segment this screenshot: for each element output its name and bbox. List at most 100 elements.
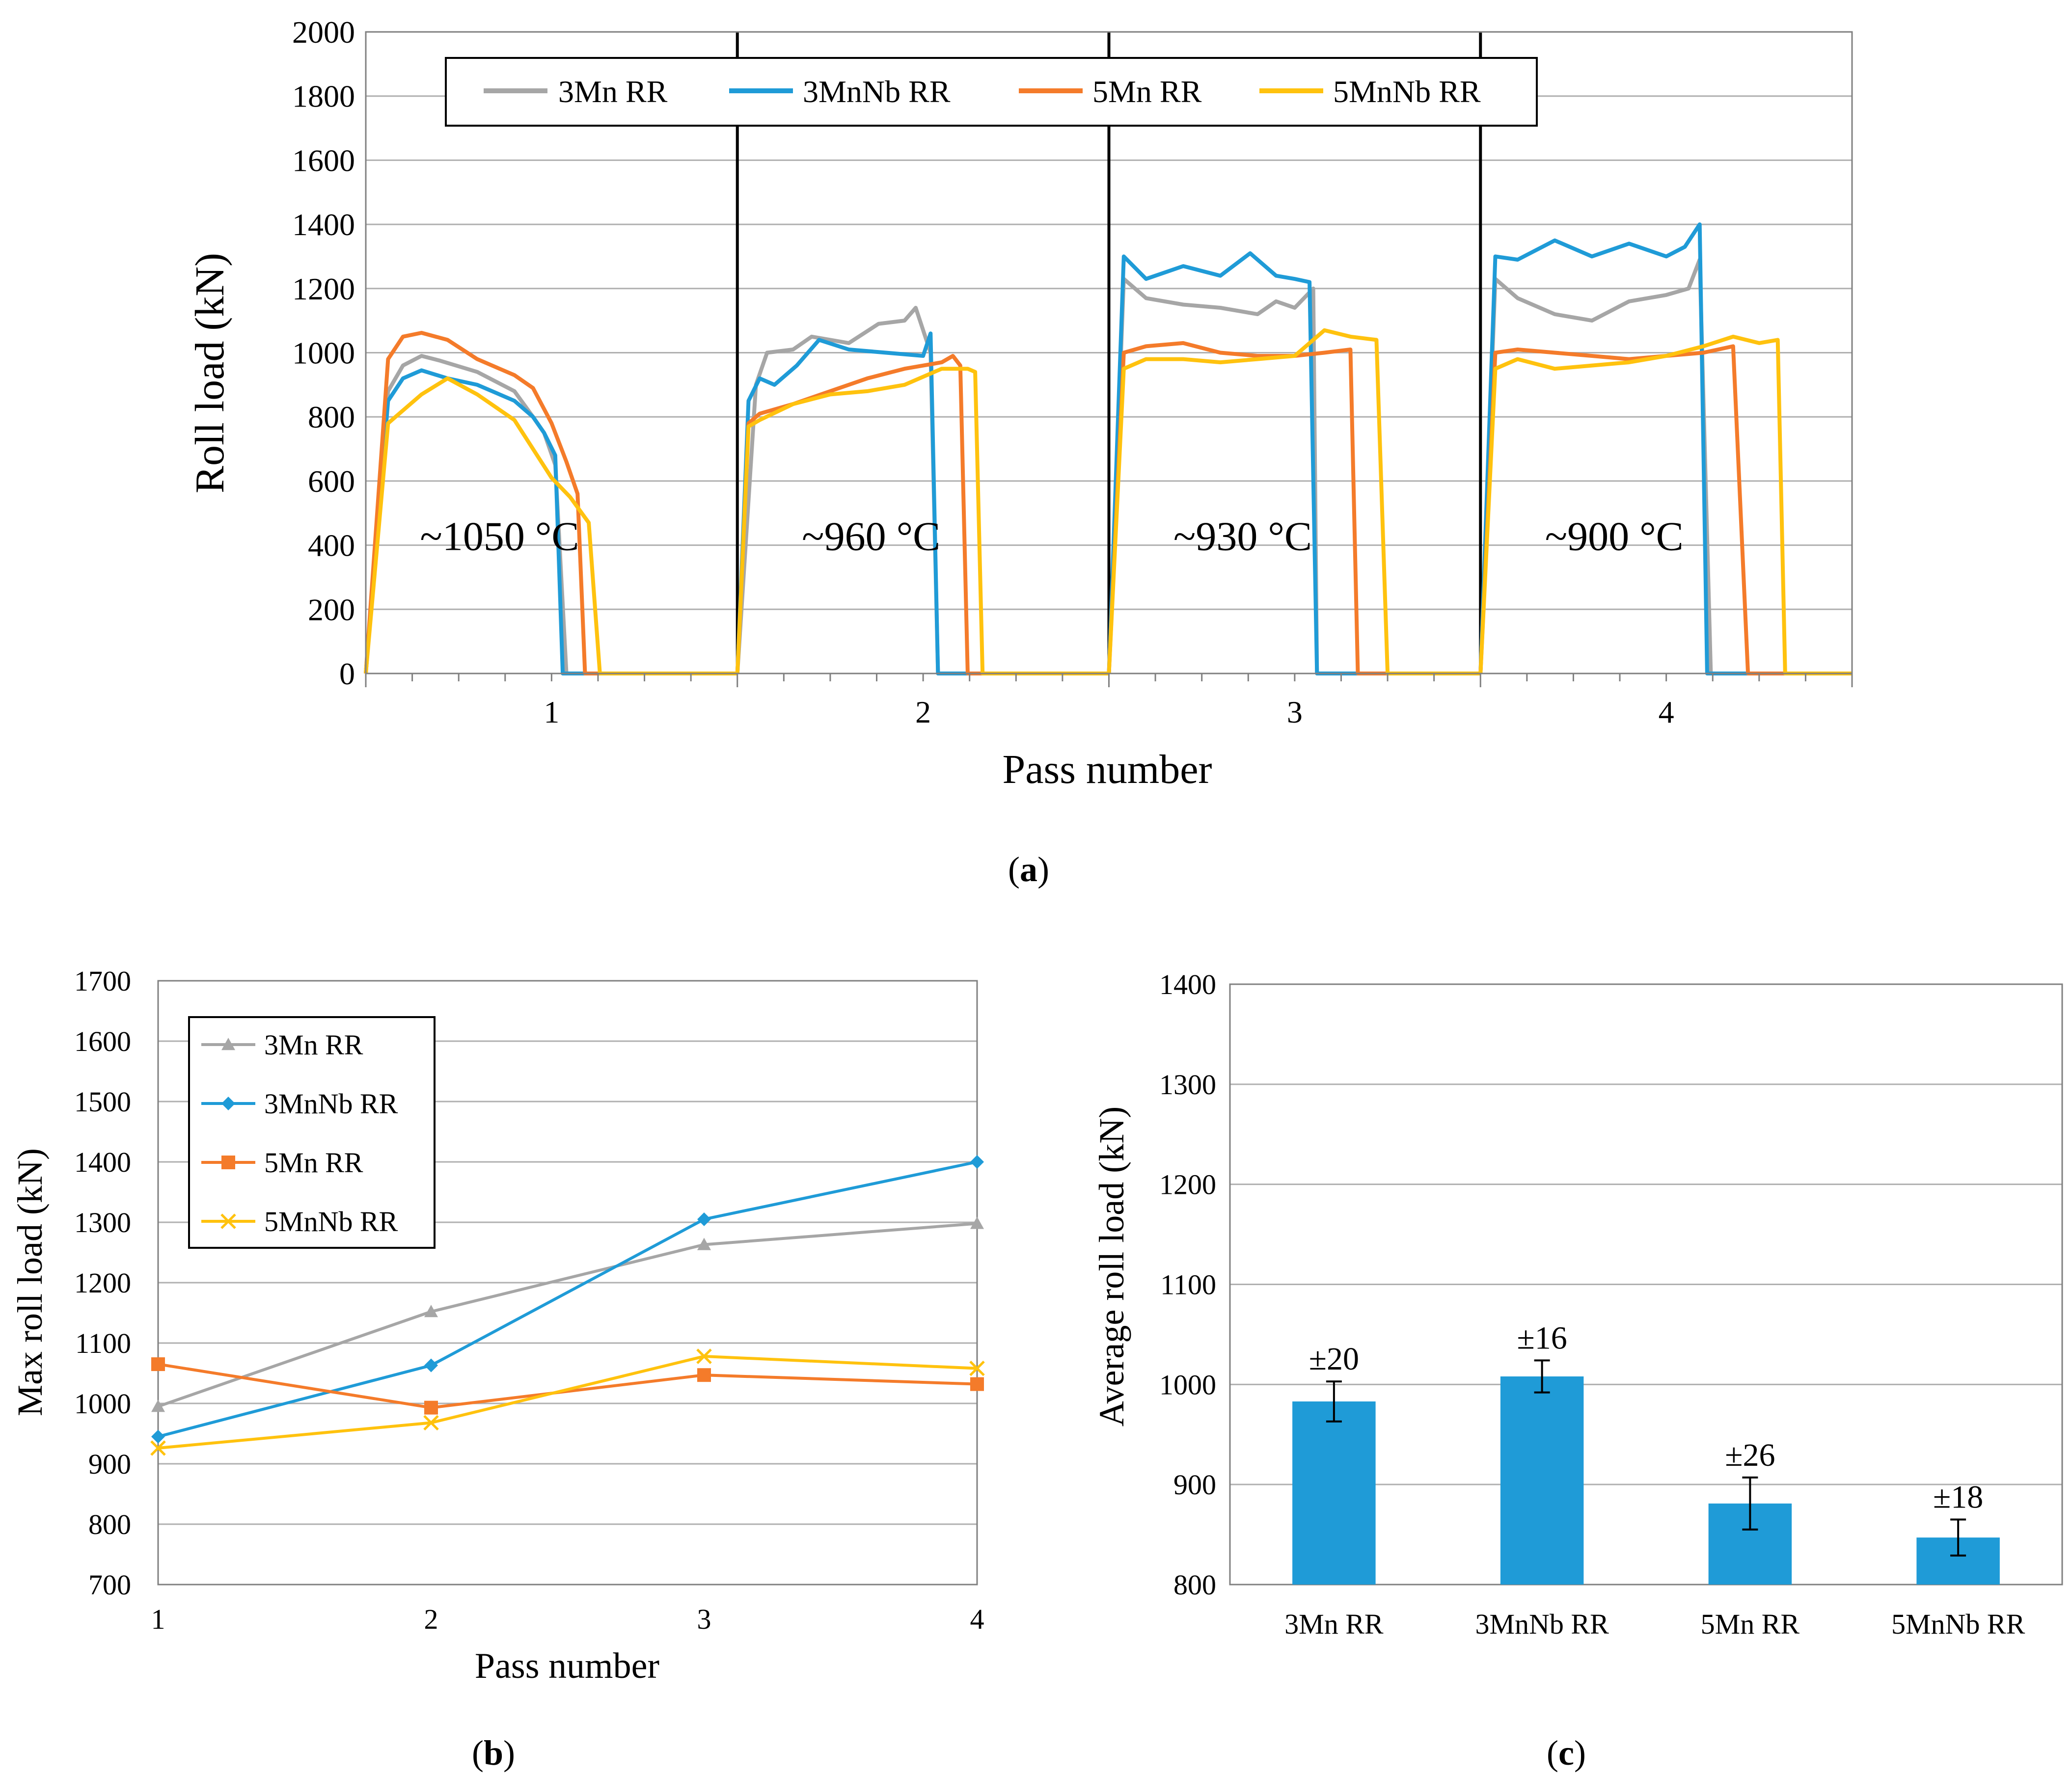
series-3mnnb-rr-point-4 — [970, 1155, 984, 1169]
legend-label-5mnnb-rr: 5MnNb RR — [1333, 74, 1481, 109]
series-5mn-rr-pass-2-line — [735, 354, 1109, 675]
panel-a-x-axis-label: Pass number — [1003, 747, 1212, 792]
series-5mn-rr-point-1 — [151, 1357, 165, 1372]
panel-b-legend-box — [188, 1016, 436, 1249]
panel-b-max-roll-load-chart: 700 800 900 1000 1100 1200 1300 1400 1500 1600 170… — [10, 965, 985, 1773]
legend-label-3mnnb-rr: 3MnNb RR — [264, 1088, 398, 1120]
series-5mnnb-rr — [364, 328, 1852, 675]
series-5mnnb-rr-point-1 — [150, 1440, 166, 1456]
y-tick-label-900: 900 — [88, 1448, 131, 1480]
panel-b-legend: 3Mn RR 3MnNb RR 5Mn RR 5MnNb RR — [188, 1016, 436, 1249]
series-5mnnb-rr-point-2 — [423, 1415, 439, 1431]
y-tick-label-1700: 1700 — [74, 965, 131, 997]
y-tick-label-900: 900 — [1173, 1469, 1216, 1501]
error-bar-3mn-rr — [1326, 1380, 1342, 1423]
bar-group-5mn-rr: ±26 — [1708, 1437, 1792, 1585]
y-tick-label-2000: 2000 — [292, 15, 355, 50]
legend-label-5mn-rr: 5Mn RR — [264, 1147, 363, 1179]
series-5mn-rr-point-2 — [424, 1400, 438, 1415]
panel-b-caption: (b) — [472, 1733, 515, 1773]
series-5mnnb-rr-pass-1-line — [364, 376, 737, 675]
y-tick-label-800: 800 — [308, 400, 355, 434]
panel-a-x-tick-labels: 1 2 3 4 — [544, 695, 1674, 729]
y-tick-label-700: 700 — [88, 1569, 131, 1601]
series-5mn-rr-pass-4-line — [1478, 344, 1852, 675]
legend-label-3mnnb-rr: 3MnNb RR — [803, 74, 951, 109]
series-3mnnb-rr-pass-1-line — [364, 368, 737, 675]
y-tick-label-1200: 1200 — [1159, 1169, 1216, 1201]
bar-group-3mnnb-rr: ±16 — [1500, 1320, 1584, 1585]
legend-label-5mnnb-rr: 5MnNb RR — [264, 1206, 398, 1238]
x-tick-label-5mn-rr: 5Mn RR — [1701, 1608, 1800, 1640]
panel-c-plot-frame — [1229, 983, 2063, 1586]
legend-marker-3mn-rr — [221, 1038, 235, 1050]
panel-a-legend: 3Mn RR 3MnNb RR 5Mn RR 5MnNb RR — [445, 57, 1538, 127]
y-tick-label-1200: 1200 — [292, 271, 355, 306]
series-5mnnb-rr-pass-2-line — [735, 367, 1109, 675]
temperature-annotation-pass-4: ~900 °C — [1545, 514, 1684, 560]
series-5mnnb-rr-line — [158, 1355, 978, 1450]
y-tick-label-1600: 1600 — [74, 1025, 131, 1057]
legend-label-3mn-rr: 3Mn RR — [264, 1029, 363, 1061]
bar-group-3mn-rr: ±20 — [1292, 1341, 1376, 1585]
series-5mnnb-rr-pass-4-line — [1478, 334, 1852, 675]
series-3mn-rr-pass-2-line — [735, 306, 1109, 675]
series-3mnnb-rr-pass-3-line — [1107, 251, 1481, 675]
y-tick-label-1200: 1200 — [74, 1267, 131, 1299]
y-tick-label-1000: 1000 — [292, 336, 355, 371]
legend-marker-5mn-rr — [221, 1156, 235, 1169]
error-bar-5mn-rr — [1742, 1476, 1758, 1531]
panel-c-y-tick-labels: 800 900 1000 1100 1200 1300 1400 — [1159, 969, 1216, 1601]
x-tick-label-3: 3 — [697, 1603, 711, 1635]
panel-b-y-tick-labels: 700 800 900 1000 1100 1200 1300 1400 1500 1600 170… — [74, 965, 131, 1601]
y-tick-label-1300: 1300 — [74, 1207, 131, 1238]
y-tick-label-1400: 1400 — [74, 1146, 131, 1178]
series-3mn-rr-pass-3-line — [1107, 277, 1481, 675]
panel-a-temperature-annotations: ~1050 °C ~960 °C ~930 °C ~900 °C — [420, 514, 1683, 560]
legend-marker-5mnnb-rr — [220, 1213, 236, 1229]
error-label-5mnnb-rr: ±18 — [1933, 1480, 1983, 1515]
y-tick-label-1300: 1300 — [1159, 1069, 1216, 1101]
series-5mn-rr — [151, 1357, 984, 1415]
series-5mnnb-rr-pass-3-line — [1107, 328, 1481, 675]
y-tick-label-1800: 1800 — [292, 79, 355, 114]
panel-c-y-axis-label: Average roll load (kN) — [1092, 1106, 1131, 1426]
y-tick-label-600: 600 — [308, 464, 355, 499]
panel-b-x-axis-label: Pass number — [475, 1646, 659, 1686]
y-tick-label-1400: 1400 — [1159, 969, 1216, 1000]
y-tick-label-200: 200 — [308, 592, 355, 627]
series-3mnnb-rr-point-2 — [424, 1358, 438, 1372]
y-tick-label-1100: 1100 — [1160, 1269, 1216, 1301]
legend-label-5mn-rr: 5Mn RR — [1092, 74, 1202, 109]
y-tick-label-1500: 1500 — [74, 1086, 131, 1118]
panel-b-plot-frame — [157, 980, 978, 1586]
temperature-annotation-pass-2: ~960 °C — [802, 514, 940, 560]
x-tick-label-4: 4 — [970, 1603, 984, 1635]
panel-a-roll-load-chart: 0 200 400 600 800 1000 1200 1400 1600 1800 2000 1 2… — [187, 15, 1853, 889]
series-3mnnb-rr — [364, 222, 1852, 675]
series-3mnnb-rr-pass-4-line — [1478, 222, 1852, 675]
series-3mn-rr-point-1 — [151, 1399, 165, 1412]
y-tick-label-800: 800 — [88, 1508, 131, 1540]
x-tick-label-2: 2 — [424, 1603, 438, 1635]
legend-marker-3mnnb-rr — [221, 1097, 235, 1110]
y-tick-label-1100: 1100 — [75, 1327, 131, 1359]
y-tick-label-400: 400 — [308, 528, 355, 563]
x-tick-label-5mnnb-rr: 5MnNb RR — [1891, 1608, 2025, 1640]
x-tick-label-1: 1 — [544, 695, 559, 729]
error-label-3mn-rr: ±20 — [1309, 1341, 1359, 1377]
bar-group-5mnnb-rr: ±18 — [1916, 1480, 2000, 1585]
panel-a-y-axis-label: Roll load (kN) — [187, 253, 233, 493]
panel-a-y-tick-labels: 0 200 400 600 800 1000 1200 1400 1600 1800 2000 — [292, 15, 355, 691]
y-tick-label-800: 800 — [1173, 1569, 1216, 1601]
series-3mn-rr-point-3 — [697, 1238, 711, 1250]
error-label-5mn-rr: ±26 — [1725, 1437, 1775, 1473]
y-tick-label-0: 0 — [339, 656, 355, 691]
series-5mnnb-rr — [150, 1348, 985, 1456]
y-tick-label-1600: 1600 — [292, 143, 355, 178]
series-5mn-rr-line — [158, 1363, 978, 1409]
panel-a-caption: (a) — [1008, 850, 1049, 889]
x-tick-label-4: 4 — [1659, 695, 1674, 729]
bar-3mnnb-rr — [1500, 1376, 1584, 1585]
